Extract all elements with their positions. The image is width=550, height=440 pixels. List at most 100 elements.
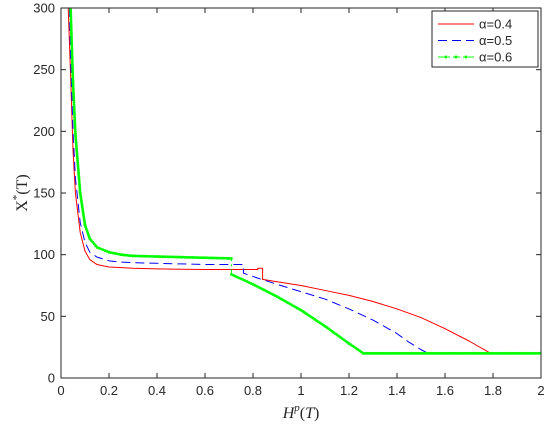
series-marker [72, 103, 76, 107]
series-marker [517, 351, 521, 355]
legend-marker [454, 55, 458, 59]
y-tick-label: 200 [33, 124, 55, 139]
series-marker [201, 256, 205, 260]
series-marker [219, 256, 223, 260]
series-marker [76, 158, 79, 162]
series-marker [535, 351, 539, 355]
series-marker [390, 351, 394, 355]
series-marker [475, 351, 478, 355]
series-marker [454, 351, 458, 355]
series-marker [394, 351, 398, 355]
series-marker [462, 351, 466, 355]
series-marker [73, 117, 77, 121]
series-marker [70, 50, 74, 54]
series-markers-3 [69, 8, 541, 355]
series-marker [505, 351, 509, 355]
x-tick-label: 1.6 [436, 383, 454, 398]
series-marker [70, 52, 74, 56]
series-marker [420, 351, 424, 355]
series-marker [141, 254, 145, 258]
series-marker [499, 351, 503, 355]
series-marker [135, 254, 139, 258]
series-marker [71, 74, 75, 78]
series-marker [424, 351, 428, 355]
series-marker [185, 255, 189, 259]
series-marker [72, 107, 76, 111]
series-marker [69, 14, 73, 18]
series-marker [70, 34, 73, 38]
series-marker [70, 56, 74, 60]
series-marker [473, 351, 476, 355]
series-marker [177, 255, 181, 259]
series-marker [513, 351, 517, 355]
series-marker [74, 140, 78, 144]
series-marker [73, 115, 77, 119]
series-marker [434, 351, 438, 355]
series-marker [71, 70, 75, 74]
series-marker [388, 351, 392, 355]
series-marker [69, 26, 73, 30]
series-marker [495, 351, 498, 355]
series-marker [448, 351, 452, 355]
series-marker [71, 62, 74, 66]
x-tick-label: 2 [537, 383, 544, 398]
series-marker [521, 351, 525, 355]
series-marker [70, 48, 74, 52]
series-marker [479, 351, 482, 355]
series-marker [509, 351, 513, 355]
plot-marks [67, 8, 541, 355]
series-marker [213, 256, 217, 260]
series-marker [69, 18, 73, 22]
series-marker [211, 256, 215, 260]
series-marker [69, 16, 73, 20]
series-marker [529, 351, 533, 355]
series-marker [537, 351, 541, 355]
series-marker [70, 60, 74, 64]
series-marker [531, 351, 535, 355]
series-marker [137, 254, 141, 258]
series-marker [70, 44, 74, 48]
series-marker [456, 351, 460, 355]
series-marker [422, 351, 426, 355]
series-marker [426, 351, 430, 355]
series-marker [72, 97, 76, 100]
series-marker [69, 28, 73, 32]
series-marker [69, 8, 73, 12]
series-marker [74, 134, 77, 138]
series-marker [70, 58, 74, 62]
series-marker [410, 351, 414, 355]
legend-box [431, 10, 539, 68]
series-marker [485, 351, 488, 355]
series-marker [396, 351, 400, 355]
series-marker [169, 255, 173, 259]
series-marker [452, 351, 456, 355]
series-marker [477, 351, 480, 355]
x-tick-label: 0.6 [196, 383, 214, 398]
series-marker [487, 351, 490, 355]
series-marker [507, 351, 511, 355]
series-marker [151, 255, 155, 258]
series-marker [436, 351, 440, 355]
series-marker [491, 351, 494, 355]
series-marker [73, 122, 77, 125]
series-marker [227, 256, 231, 260]
series-marker [195, 256, 199, 259]
series-marker [73, 113, 76, 117]
series-marker [183, 255, 187, 259]
series-marker [414, 351, 418, 355]
series-marker [76, 167, 80, 170]
series-marker [464, 351, 468, 355]
legend: α=0.4α=0.5 α=0.6 [431, 10, 539, 68]
series-marker [70, 36, 73, 40]
series-marker [418, 351, 422, 355]
series-marker [501, 351, 505, 355]
series-marker [72, 95, 76, 98]
series-marker [446, 351, 450, 355]
series-marker [70, 46, 74, 50]
series-marker [73, 126, 77, 129]
series-marker [199, 256, 203, 260]
series-marker [71, 72, 75, 76]
series-marker [430, 351, 434, 355]
series-marker [147, 254, 151, 258]
series-marker [187, 255, 191, 259]
